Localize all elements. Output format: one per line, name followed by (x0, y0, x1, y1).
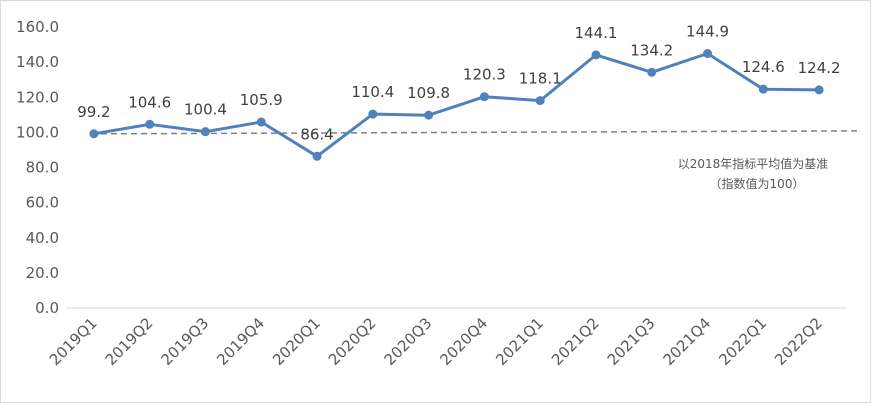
x-tick-label: 2019Q3 (157, 314, 212, 369)
data-label: 99.2 (77, 103, 110, 121)
x-tick-label: 2022Q2 (771, 314, 826, 369)
reference-line (90, 130, 858, 135)
y-tick-labels: 0.0 20.0 40.0 60.0 80.0 100.0 120.0 140.0 160.0 (16, 18, 59, 317)
y-tick-label: 60.0 (26, 194, 59, 212)
y-tick-label: 160.0 (16, 18, 59, 36)
data-label: 124.6 (742, 58, 785, 76)
data-point (256, 117, 266, 127)
x-tick-label: 2021Q4 (660, 314, 715, 369)
y-tick-label: 40.0 (26, 229, 59, 247)
x-tick-label: 2019Q2 (102, 314, 157, 369)
x-tick-label: 2021Q3 (604, 314, 659, 369)
data-points (89, 49, 824, 161)
x-tick-label: 2019Q4 (213, 314, 268, 369)
data-label: 104.6 (128, 93, 171, 111)
x-tick-label: 2020Q2 (325, 314, 380, 369)
data-labels: 99.2 104.6 100.4 105.9 86.4 110.4 109.8 120.3 11… (77, 23, 840, 144)
data-label: 134.2 (630, 41, 673, 59)
y-tick-label: 80.0 (26, 159, 59, 177)
data-point (312, 151, 322, 161)
data-point (424, 110, 434, 120)
data-point (758, 84, 768, 94)
x-tick-labels: 2019Q1 2019Q2 2019Q3 2019Q4 2020Q1 2020Q2 2020… (46, 314, 826, 369)
data-label: 124.2 (798, 59, 841, 77)
annotation-line-2: （指数值为100） (710, 176, 805, 191)
y-tick-label: 20.0 (26, 264, 59, 282)
x-tick-label: 2020Q4 (436, 314, 491, 369)
x-tick-label: 2019Q1 (46, 314, 101, 369)
annotation-line-1: 以2018年指标平均值为基准 (678, 156, 829, 171)
data-point (89, 129, 99, 139)
data-point (647, 67, 657, 77)
x-tick-label: 2020Q3 (381, 314, 436, 369)
data-label: 110.4 (351, 83, 394, 101)
data-label: 100.4 (184, 101, 227, 119)
y-tick-label: 140.0 (16, 53, 59, 71)
x-tick-label: 2021Q1 (492, 314, 547, 369)
y-tick-label: 120.0 (16, 88, 59, 106)
data-point (145, 119, 155, 129)
data-point (814, 85, 824, 95)
data-label: 144.1 (574, 24, 617, 42)
data-point (591, 50, 601, 60)
data-label: 120.3 (463, 66, 506, 84)
data-point (535, 96, 545, 106)
data-point (200, 127, 210, 137)
y-tick-label: 100.0 (16, 123, 59, 141)
x-tick-label: 2022Q1 (715, 314, 770, 369)
data-label: 144.9 (686, 23, 729, 41)
data-point (703, 49, 713, 59)
data-point (368, 109, 378, 119)
data-point (479, 92, 489, 102)
series-line (93, 52, 820, 158)
data-label: 118.1 (519, 70, 562, 88)
y-tick-label: 0.0 (35, 299, 59, 317)
data-label: 105.9 (240, 91, 283, 109)
x-tick-label: 2021Q2 (548, 314, 603, 369)
x-tick-label: 2020Q1 (269, 314, 324, 369)
data-label: 109.8 (407, 84, 450, 102)
data-label: 86.4 (300, 125, 333, 143)
